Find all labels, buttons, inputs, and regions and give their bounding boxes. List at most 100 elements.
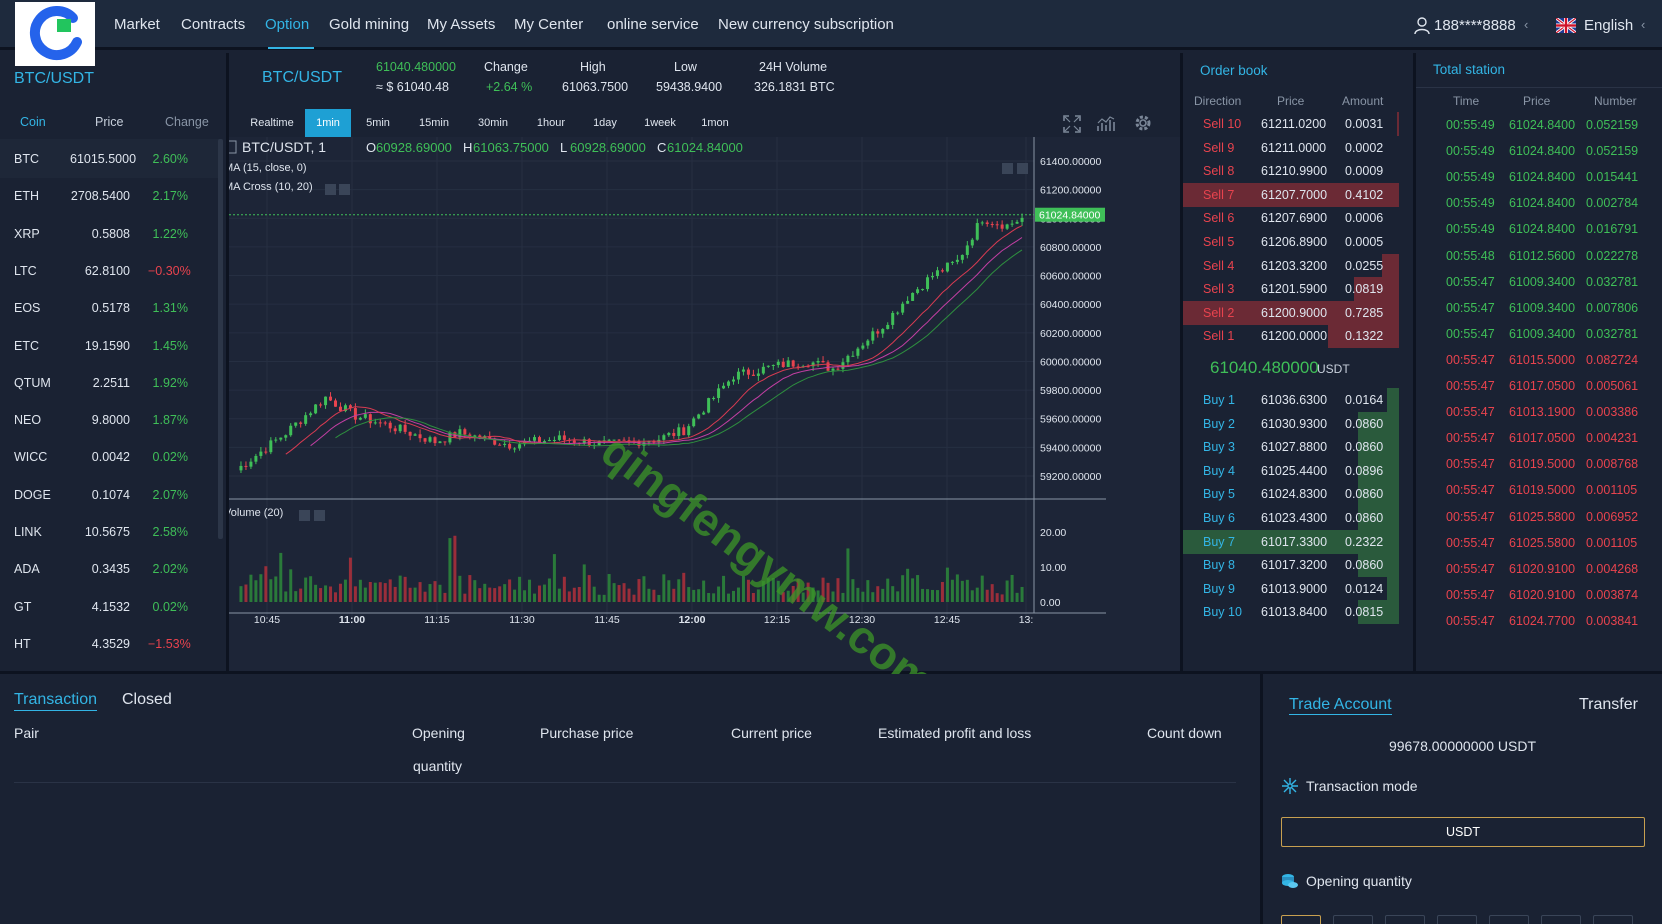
- order-book-bids-row[interactable]: Buy 4 61025.4400 0.0896: [1183, 458, 1413, 484]
- order-book-bids-row[interactable]: Buy 5 61024.8300 0.0860: [1183, 482, 1413, 507]
- nav-my-center[interactable]: My Center: [514, 16, 584, 33]
- tf-30min[interactable]: 30min: [478, 117, 508, 129]
- candle-body: [697, 414, 701, 419]
- nav-new-currency-subscription[interactable]: New currency subscription: [718, 16, 894, 33]
- bids-amount: 0.0860: [1345, 487, 1384, 502]
- quantity-option[interactable]: [1437, 915, 1477, 924]
- market-row-eos[interactable]: EOS 0.5178 1.31%: [0, 288, 220, 327]
- tf-15min[interactable]: 15min: [419, 117, 449, 129]
- market-row-doge[interactable]: DOGE 0.1074 2.07%: [0, 475, 220, 514]
- quantity-option[interactable]: [1593, 915, 1633, 924]
- order-book-asks-row[interactable]: Sell 5 61206.8900 0.0005: [1183, 230, 1413, 255]
- brand-logo[interactable]: [15, 2, 95, 66]
- tab-trade-account[interactable]: Trade Account: [1289, 696, 1392, 715]
- volume-bar: [448, 538, 452, 602]
- indicator-icon[interactable]: [1095, 113, 1117, 135]
- market-row-link[interactable]: LINK 10.5675 2.58%: [0, 512, 220, 551]
- order-book-asks-row[interactable]: Sell 8 61210.9900 0.0009: [1183, 159, 1413, 184]
- indicator-close-icon[interactable]: [314, 510, 325, 521]
- time-tick-label: 12:00: [679, 614, 706, 626]
- order-book-asks-row[interactable]: Sell 7 61207.7000 0.4102: [1183, 182, 1413, 208]
- order-book-bids-row[interactable]: Buy 1 61036.6300 0.0164: [1183, 388, 1413, 413]
- nav-online-service[interactable]: online service: [607, 16, 699, 33]
- quantity-option[interactable]: [1333, 915, 1373, 924]
- indicator-close-icon[interactable]: [339, 184, 350, 195]
- market-row-ada[interactable]: ADA 0.3435 2.02%: [0, 549, 220, 588]
- tf-1min[interactable]: 1min: [305, 109, 351, 137]
- market-row-eth[interactable]: ETH 2708.5400 2.17%: [0, 176, 220, 215]
- asks-amount: 0.0819: [1345, 282, 1384, 297]
- indicator-close-icon[interactable]: [1017, 163, 1028, 174]
- volume-bar: [806, 582, 810, 602]
- candle-body: [955, 259, 959, 262]
- quantity-option[interactable]: [1281, 915, 1321, 924]
- market-row-etc[interactable]: ETC 19.1590 1.45%: [0, 326, 220, 365]
- trade-row: 00:55:47 61019.5000 0.001105: [1416, 478, 1662, 505]
- order-book-bids-row[interactable]: Buy 9 61013.9000 0.0124: [1183, 576, 1413, 602]
- indicator-settings-icon[interactable]: [325, 184, 336, 195]
- market-row-gt[interactable]: GT 4.1532 0.02%: [0, 587, 220, 626]
- tab-transaction[interactable]: Transaction: [14, 691, 97, 711]
- nav-my-assets[interactable]: My Assets: [427, 16, 496, 33]
- col-coin[interactable]: Coin: [20, 115, 46, 129]
- candle-body: [926, 277, 930, 290]
- col-change[interactable]: Change: [165, 115, 209, 129]
- nav-gold-mining[interactable]: Gold mining: [329, 16, 410, 33]
- collapse-legend-icon[interactable]: [229, 140, 237, 154]
- order-book-bids-row[interactable]: Buy 3 61027.8800 0.0860: [1183, 435, 1413, 460]
- tf-1day[interactable]: 1day: [593, 117, 617, 129]
- nav-market[interactable]: Market: [114, 16, 160, 33]
- trade-history-title: Total station: [1433, 62, 1506, 77]
- tf-1mon[interactable]: 1mon: [701, 117, 729, 129]
- candle-body: [970, 239, 974, 246]
- transfer-button[interactable]: Transfer: [1579, 696, 1638, 713]
- market-row-ltc[interactable]: LTC 62.8100 −0.30%: [0, 251, 220, 290]
- market-change: 0.02%: [152, 599, 188, 614]
- quantity-option[interactable]: [1489, 915, 1529, 924]
- order-book-asks-row[interactable]: Sell 10 61211.0200 0.0031: [1183, 112, 1413, 137]
- order-book-bids-row[interactable]: Buy 6 61023.4300 0.0860: [1183, 506, 1413, 531]
- order-book-asks-row[interactable]: Sell 2 61200.9000 0.7285: [1183, 300, 1413, 326]
- indicator-settings-icon[interactable]: [299, 510, 310, 521]
- market-row-wicc[interactable]: WICC 0.0042 0.02%: [0, 437, 220, 476]
- tf-1week[interactable]: 1week: [644, 117, 676, 129]
- trade-price: 61009.3400: [1509, 300, 1576, 315]
- order-book-bids-row[interactable]: Buy 7 61017.3300 0.2322: [1183, 529, 1413, 555]
- volume-bar: [940, 581, 944, 602]
- nav-contracts[interactable]: Contracts: [181, 16, 246, 33]
- order-book-asks-row[interactable]: Sell 4 61203.3200 0.0255: [1183, 253, 1413, 279]
- trade-number: 0.052159: [1586, 118, 1639, 132]
- quantity-option[interactable]: [1385, 915, 1425, 924]
- language-selector[interactable]: English ‹: [1556, 15, 1656, 37]
- market-row-ht[interactable]: HT 4.3529 −1.53%: [0, 624, 220, 663]
- candle-body: [408, 431, 412, 436]
- tab-closed[interactable]: Closed: [122, 691, 172, 708]
- market-row-neo[interactable]: NEO 9.8000 1.87%: [0, 400, 220, 439]
- market-row-qtum[interactable]: QTUM 2.2511 1.92%: [0, 363, 220, 402]
- tf-realtime[interactable]: Realtime: [250, 117, 294, 129]
- order-book-bids-row[interactable]: Buy 8 61017.3200 0.0860: [1183, 553, 1413, 578]
- volume-bar: [727, 593, 731, 602]
- order-book-asks-row[interactable]: Sell 6 61207.6900 0.0006: [1183, 206, 1413, 231]
- order-book-bids-row[interactable]: Buy 2 61030.9300 0.0860: [1183, 411, 1413, 437]
- candlestick-chart[interactable]: 61400.0000061200.0000061000.0000060800.0…: [229, 137, 1180, 671]
- order-book-bids-row[interactable]: Buy 10 61013.8400 0.0815: [1183, 600, 1413, 625]
- tf-5min[interactable]: 5min: [366, 117, 390, 129]
- fullscreen-icon[interactable]: [1061, 113, 1083, 135]
- volume-bar: [761, 581, 765, 602]
- order-book-asks-row[interactable]: Sell 3 61201.5900 0.0819: [1183, 277, 1413, 302]
- market-list-scrollbar[interactable]: [218, 139, 223, 539]
- nav-option[interactable]: Option: [265, 16, 310, 33]
- order-book-asks-row[interactable]: Sell 1 61200.0000 0.1322: [1183, 324, 1413, 349]
- tf-1hour[interactable]: 1hour: [536, 117, 566, 129]
- transaction-mode-usdt-button[interactable]: USDT: [1281, 817, 1645, 847]
- settings-gear-icon[interactable]: [1132, 112, 1154, 134]
- user-menu[interactable]: 188****8888 ‹: [1412, 15, 1532, 37]
- indicator-settings-icon[interactable]: [1002, 163, 1013, 174]
- quantity-option[interactable]: [1541, 915, 1581, 924]
- col-price[interactable]: Price: [95, 115, 124, 129]
- market-row-xrp[interactable]: XRP 0.5808 1.22%: [0, 214, 220, 253]
- volume-bar: [796, 578, 800, 602]
- market-row-btc[interactable]: BTC 61015.5000 2.60%: [0, 139, 220, 178]
- order-book-asks-row[interactable]: Sell 9 61211.0000 0.0002: [1183, 136, 1413, 161]
